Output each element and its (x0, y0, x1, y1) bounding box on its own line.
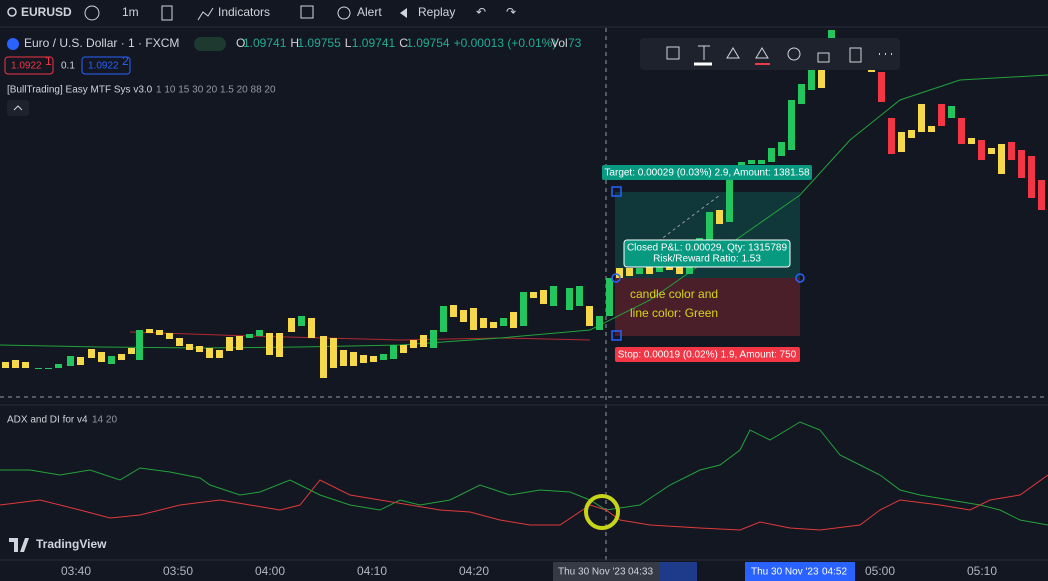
handle[interactable] (611, 330, 622, 341)
replay-button[interactable]: Replay (418, 5, 455, 19)
ohlc-value: 1.09741 (243, 36, 287, 50)
note-line: candle color and (630, 287, 718, 301)
adx-name: ADX and DI for v4 (7, 415, 88, 426)
watermark-logo (9, 538, 29, 552)
ohlc-value: 1.09741 (352, 36, 396, 50)
change: +0.00013 (+0.01%) (454, 36, 557, 50)
volume: 73 (568, 36, 582, 50)
stop-label: Stop: 0.00019 (0.02%) 1.9, Amount: 750 (618, 350, 797, 361)
tool[interactable] (726, 47, 740, 59)
tool[interactable] (817, 52, 830, 63)
indicators-button[interactable]: Indicators (218, 5, 270, 19)
symbol-logo (7, 38, 19, 50)
end-time: 04:52 (822, 567, 847, 578)
time-label: 05:00 (865, 564, 895, 578)
watermark: TradingView (36, 537, 107, 551)
time-label: 05:10 (967, 564, 997, 578)
handle[interactable] (795, 273, 805, 283)
crosshair-time: 04:33 (628, 567, 653, 578)
end-date: Thu 30 Nov '23 (751, 567, 819, 578)
end-time-bg (745, 562, 855, 581)
bid-box[interactable] (4, 56, 54, 75)
add-symbol[interactable] (84, 5, 100, 21)
stop-label-bg (615, 347, 800, 362)
chart-type[interactable] (161, 5, 173, 21)
alert-button[interactable]: Alert (357, 5, 382, 19)
ohlc: O1.09741 H1.09755 L 1.09741 C1.09754 +0.00013… (236, 36, 582, 50)
collapse-icon[interactable] (13, 105, 23, 111)
collapse-button[interactable] (7, 100, 29, 116)
target-label-bg (602, 165, 812, 180)
toolbar: EURUSD 1m Indicators Alert Replay ↶ ↷ (0, 0, 1048, 28)
bid-digit: 1 (45, 54, 52, 68)
ask[interactable]: 1.0922 (88, 61, 119, 72)
symbol[interactable]: EURUSD (21, 5, 72, 19)
indicators-icon[interactable] (197, 7, 214, 21)
tool[interactable] (698, 45, 710, 60)
time-label: 04:00 (255, 564, 285, 578)
ohlc-label: O (236, 36, 245, 50)
spread: 0.1 (61, 61, 75, 72)
green-line (0, 74, 1048, 349)
note-line: line color: Green (630, 306, 718, 320)
layouts[interactable] (300, 5, 314, 19)
volume-label: Vol (551, 36, 568, 50)
tool[interactable] (787, 47, 801, 61)
time-label: 04:10 (357, 564, 387, 578)
interval[interactable]: 1m (122, 5, 139, 19)
undo[interactable]: ↶ (476, 5, 486, 19)
ohlc-value: 1.09754 (406, 36, 450, 50)
handle[interactable] (611, 186, 622, 197)
ohlc-label: H (290, 36, 299, 50)
tool[interactable] (755, 47, 769, 59)
drawing-tools (666, 45, 892, 66)
ohlc-label: C (399, 36, 408, 50)
replay-icon[interactable] (400, 8, 407, 18)
range-highlight (659, 562, 697, 581)
ask-digit: 2 (122, 54, 129, 68)
ratio-label: Risk/Reward Ratio: 1.53 (653, 254, 761, 265)
di-minus-line (0, 474, 1048, 531)
market-status (194, 37, 226, 51)
search-icon[interactable] (7, 7, 17, 17)
red-line (129, 331, 591, 341)
indicator-params: 1 10 15 30 20 1.5 20 88 20 (156, 85, 276, 96)
closed-label-bg (623, 239, 791, 268)
ohlc-label: L (345, 36, 352, 50)
bid[interactable]: 1.0922 (11, 61, 42, 72)
tool[interactable] (849, 47, 862, 63)
toolbar-bg (0, 0, 1048, 27)
target-label: Target: 0.00029 (0.03%) 2.9, Amount: 138… (604, 168, 810, 179)
indicator-name: [BullTrading] Easy MTF Sys v3.0 (7, 85, 153, 96)
closed-label: Closed P&L: 0.00029, Qty: 1315789 (627, 243, 788, 254)
alert-icon[interactable] (337, 6, 351, 20)
legend-title: Euro / U.S. Dollar · 1 · FXCM (24, 36, 179, 50)
highlight-circle (584, 494, 620, 530)
time-label: 03:50 (163, 564, 193, 578)
ohlc-value: 1.09755 (297, 36, 341, 50)
handle[interactable] (611, 273, 621, 283)
crosshair-time-bg (553, 562, 659, 581)
tool[interactable] (666, 46, 680, 60)
stop-zone[interactable] (615, 278, 800, 336)
time-label: 04:20 (459, 564, 489, 578)
adx-params: 14 20 (92, 415, 117, 426)
di-plus-line (0, 421, 1048, 526)
ask-box[interactable] (81, 56, 131, 75)
crosshair-date: Thu 30 Nov '23 (558, 567, 626, 578)
redo[interactable]: ↷ (506, 5, 516, 19)
time-label: 03:40 (61, 564, 91, 578)
